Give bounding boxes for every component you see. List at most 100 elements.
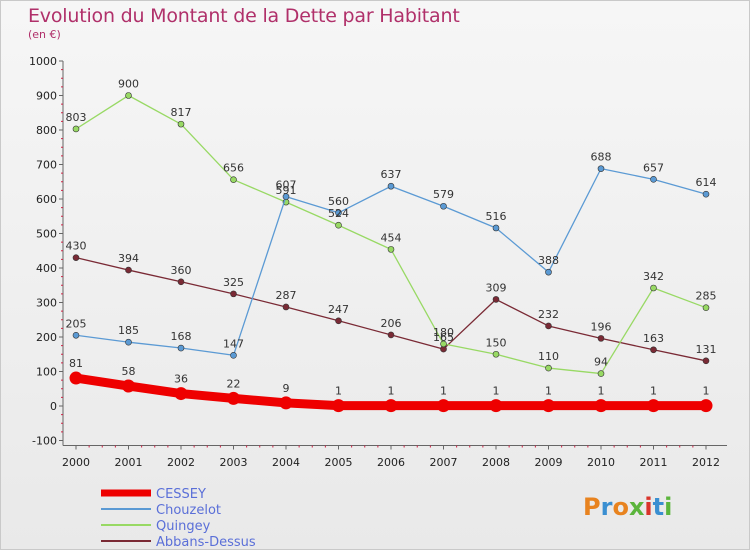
data-label: 591 (276, 184, 297, 197)
data-point (387, 331, 395, 339)
data-point (122, 379, 135, 393)
data-label: 196 (591, 320, 612, 333)
data-label: 430 (66, 240, 87, 253)
x-tick-label: 2004 (272, 456, 300, 469)
data-label: 110 (538, 350, 559, 363)
data-label: 325 (223, 276, 244, 289)
data-label: 1 (703, 385, 710, 398)
y-tick-label: 700 (36, 159, 57, 172)
legend-label: Chouzelot (156, 503, 221, 518)
x-tick-label: 2011 (640, 456, 668, 469)
data-label: 803 (66, 111, 87, 124)
data-label: 163 (643, 332, 664, 345)
data-point (387, 246, 395, 253)
x-tick-label: 2002 (167, 456, 195, 469)
data-point (387, 182, 395, 190)
data-label: 247 (328, 303, 349, 316)
data-point (489, 399, 503, 413)
data-point (332, 399, 345, 413)
y-tick-label: -100 (32, 435, 57, 448)
data-label: 232 (538, 308, 559, 321)
data-label: 1 (650, 385, 657, 398)
data-label: 607 (276, 179, 297, 192)
data-point (125, 266, 132, 274)
data-point (72, 125, 80, 133)
chart-title: Evolution du Montant de la Dette par Hab… (28, 5, 460, 27)
data-label: 657 (643, 161, 664, 174)
x-tick-label: 2010 (587, 456, 615, 469)
y-tick-label: 800 (36, 124, 57, 137)
data-label: 150 (486, 336, 507, 349)
proxiti-logo: Proxiti (583, 493, 672, 521)
data-point (335, 317, 342, 325)
x-tick-label: 2007 (430, 456, 458, 469)
data-point (177, 344, 185, 352)
data-point (282, 193, 290, 200)
data-label: 287 (276, 289, 297, 302)
y-tick-label: 600 (36, 193, 57, 206)
data-point (702, 304, 710, 311)
data-label: 360 (171, 264, 192, 277)
data-label: 205 (66, 317, 87, 330)
data-point (125, 92, 132, 99)
data-label: 22 (227, 377, 241, 390)
data-label: 165 (433, 331, 454, 344)
data-label: 168 (171, 330, 192, 343)
y-tick-label: 300 (36, 297, 57, 310)
data-label: 81 (69, 357, 83, 370)
data-label: 656 (223, 162, 244, 175)
data-point (650, 284, 657, 292)
data-label: 9 (283, 382, 290, 395)
data-point (545, 322, 552, 330)
data-point (597, 370, 605, 377)
data-label: 516 (486, 210, 507, 223)
x-tick-label: 2009 (535, 456, 563, 469)
x-tick-label: 2008 (482, 456, 510, 469)
data-point (492, 296, 500, 303)
data-point (230, 351, 237, 359)
data-label: 309 (486, 281, 507, 294)
data-label: 94 (594, 356, 608, 369)
data-point (69, 371, 83, 385)
data-label: 285 (696, 290, 717, 303)
x-tick-label: 2005 (325, 456, 353, 469)
data-label: 1 (545, 385, 552, 398)
x-tick-label: 2000 (62, 456, 90, 469)
data-point (384, 399, 398, 413)
data-label: 688 (591, 151, 612, 164)
data-point (227, 391, 240, 405)
data-point (699, 399, 713, 413)
data-label: 817 (171, 106, 192, 119)
data-point (440, 202, 447, 210)
data-point (177, 278, 185, 286)
data-point (597, 335, 605, 342)
y-tick-label: 500 (36, 228, 57, 241)
data-label: 388 (538, 254, 559, 267)
data-point (647, 399, 660, 413)
x-tick-label: 2001 (115, 456, 143, 469)
y-tick-label: 200 (36, 331, 57, 344)
data-point (174, 387, 188, 401)
data-label: 560 (328, 195, 349, 208)
data-point (650, 346, 657, 354)
data-point (282, 303, 290, 311)
data-label: 147 (223, 337, 244, 350)
data-label: 1 (598, 385, 605, 398)
data-label: 1 (388, 385, 395, 398)
y-tick-label: 400 (36, 262, 57, 275)
data-point (177, 120, 185, 128)
data-label: 180 (433, 326, 454, 339)
data-point (492, 350, 500, 358)
data-point (702, 190, 710, 198)
data-point (335, 209, 342, 217)
data-label: 394 (118, 252, 139, 265)
data-point (542, 399, 555, 413)
data-point (545, 268, 552, 276)
data-label: 900 (118, 78, 139, 91)
data-label: 1 (335, 385, 342, 398)
data-point (335, 221, 342, 229)
data-point (650, 176, 657, 183)
data-point (72, 331, 80, 339)
